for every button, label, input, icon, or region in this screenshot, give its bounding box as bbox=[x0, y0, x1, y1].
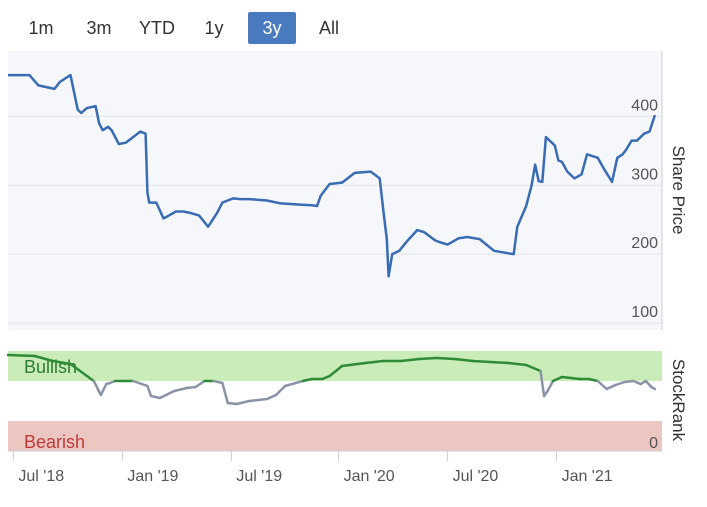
bearish-label: Bearish bbox=[24, 432, 85, 452]
x-tick-label: Jan '19 bbox=[127, 468, 178, 485]
x-tick-label: Jul '19 bbox=[236, 468, 282, 485]
rank-segment bbox=[471, 359, 492, 364]
rank-axis-title: StockRank bbox=[669, 359, 688, 442]
rank-segment bbox=[212, 379, 224, 385]
rank-segment bbox=[551, 375, 564, 383]
x-tick-label: Jul '18 bbox=[18, 468, 64, 485]
price-series bbox=[8, 73, 657, 278]
price-gridlines bbox=[8, 115, 662, 324]
range-selector: 1m 3m YTD 1y 3y All bbox=[0, 6, 400, 44]
rank-axis: 0 bbox=[649, 435, 658, 452]
rank-segment bbox=[328, 364, 344, 378]
rank-segment bbox=[632, 379, 642, 386]
rank-segment bbox=[560, 375, 573, 380]
rank-segment bbox=[247, 397, 269, 403]
range-button-3y[interactable]: 3y bbox=[248, 12, 296, 44]
rank-tick-label: 0 bbox=[649, 435, 658, 452]
rank-segment bbox=[596, 379, 608, 391]
rank-segment bbox=[172, 386, 188, 393]
price-tick-label: 300 bbox=[631, 166, 658, 183]
rank-segment bbox=[194, 379, 206, 389]
rank-segment bbox=[569, 376, 582, 381]
rank-segment bbox=[489, 360, 510, 365]
x-tick-label: Jan '20 bbox=[344, 468, 395, 485]
rank-segment bbox=[539, 369, 546, 398]
rank-segment bbox=[321, 374, 331, 381]
rank-segment bbox=[605, 383, 617, 391]
range-button-1m[interactable]: 1m bbox=[28, 18, 54, 38]
rank-segment bbox=[274, 384, 287, 397]
rank-segment bbox=[221, 381, 230, 405]
x-tick-label: Jan '21 bbox=[562, 468, 613, 485]
range-button-ytd[interactable]: YTD bbox=[139, 18, 175, 38]
rank-segment bbox=[92, 379, 103, 397]
rank-segment bbox=[6, 353, 37, 358]
bullish-zone bbox=[8, 351, 662, 381]
rank-segment bbox=[340, 361, 367, 368]
rank-segment bbox=[149, 394, 162, 400]
price-tick-label: 100 bbox=[631, 304, 658, 321]
rank-segment bbox=[524, 363, 542, 373]
rank-segment bbox=[99, 382, 108, 397]
price-tick-label: 200 bbox=[631, 235, 658, 252]
rank-segment bbox=[265, 393, 278, 401]
rank-segment bbox=[507, 361, 528, 367]
rank-series bbox=[6, 353, 657, 406]
rank-segment bbox=[623, 379, 635, 384]
rank-segment bbox=[417, 356, 439, 361]
rank-segment bbox=[146, 384, 153, 398]
rank-segment bbox=[33, 354, 54, 363]
range-button-all[interactable]: All bbox=[318, 18, 339, 38]
rank-segment bbox=[435, 356, 456, 361]
rank-segment bbox=[546, 379, 555, 393]
price-tick-label: 400 bbox=[631, 97, 658, 114]
rank-segment bbox=[235, 399, 251, 406]
range-button-1y[interactable]: 1y bbox=[204, 18, 224, 38]
rank-segment bbox=[158, 389, 176, 400]
rank-segment bbox=[226, 401, 238, 406]
rank-segment bbox=[644, 379, 653, 389]
price-axis: 100 200 300 400 bbox=[631, 97, 658, 321]
price-line bbox=[8, 73, 657, 278]
rank-segment bbox=[69, 362, 96, 383]
price-axis-title: Share Price bbox=[669, 146, 688, 235]
rank-segment bbox=[364, 359, 385, 365]
x-axis: Jul '18 Jan '19 Jul '19 Jan '20 Jul '20 Jan '… bbox=[8, 450, 662, 485]
rank-segment bbox=[587, 377, 599, 383]
range-button-3m[interactable]: 3m bbox=[86, 18, 112, 38]
rank-segment bbox=[399, 357, 421, 363]
x-tick-label: Jul '20 bbox=[453, 468, 499, 485]
rank-segment bbox=[614, 380, 626, 387]
rank-segment bbox=[283, 379, 305, 388]
price-plot-area bbox=[8, 51, 662, 330]
rank-segment bbox=[453, 357, 474, 363]
rank-segment bbox=[51, 359, 72, 366]
rank-segment bbox=[301, 377, 314, 383]
rank-segment bbox=[185, 385, 197, 390]
rank-segment bbox=[131, 379, 149, 388]
rank-segment bbox=[650, 385, 657, 391]
bearish-zone bbox=[8, 421, 662, 451]
